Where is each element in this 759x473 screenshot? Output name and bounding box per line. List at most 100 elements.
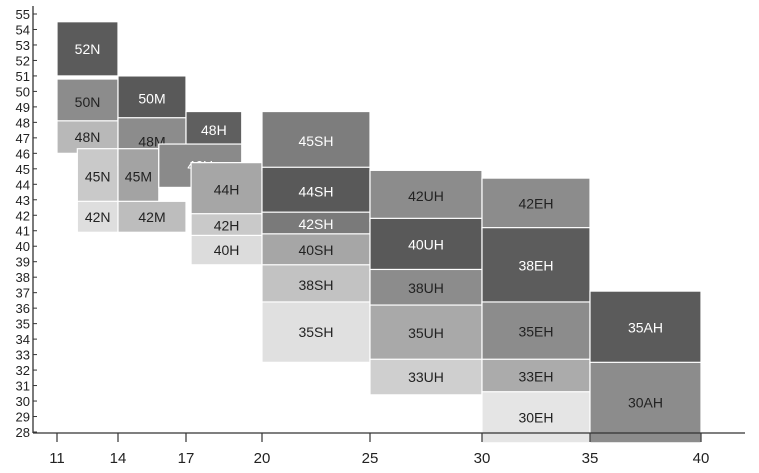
grade-cell-rect [261, 166, 371, 216]
grade-cell-rect [369, 304, 483, 362]
grade-cell-rect [261, 110, 371, 171]
grade-cell-label: 33EH [518, 368, 553, 384]
grade-cell-42h: 42H [190, 213, 263, 238]
grade-cell-rect [261, 233, 371, 267]
grade-cell-48n: 48N [56, 120, 119, 154]
grade-cell-label: 42H [214, 217, 240, 233]
y-tick-label: 35 [16, 317, 30, 332]
y-tick-label: 52 [16, 53, 30, 68]
grade-cell-52n: 52N [56, 21, 119, 77]
y-tick-label: 34 [16, 332, 30, 347]
grade-cell-label: 50N [75, 94, 101, 110]
y-tick-label: 39 [16, 255, 30, 270]
grade-cell-rect [117, 75, 187, 122]
grade-cell-label: 42UH [408, 188, 444, 204]
grade-cell-label: 42M [138, 209, 165, 225]
y-tick-label: 48 [16, 115, 30, 130]
grade-cell-rect [369, 358, 483, 396]
grade-cell-42sh: 42SH [261, 211, 371, 236]
axes: 2829303132333435363738394041424344454647… [16, 6, 745, 467]
grade-cell-rect [261, 264, 371, 306]
grade-cell-label: 38SH [298, 277, 333, 293]
y-tick-label: 46 [16, 146, 30, 161]
grade-cell-50n: 50N [56, 78, 119, 127]
grade-cell-rect [589, 290, 702, 365]
grade-cell-35ah: 35AH [589, 290, 702, 365]
grade-cell-rect [369, 268, 483, 308]
y-tick-label: 32 [16, 363, 30, 378]
y-tick-label: 38 [16, 270, 30, 285]
grade-cell-50m: 50M [117, 75, 187, 122]
y-tick-label: 36 [16, 301, 30, 316]
grade-cell-45m: 45M [117, 148, 160, 206]
grade-cell-42m: 42M [117, 200, 187, 233]
x-tick-label: 30 [474, 450, 491, 467]
y-tick-label: 33 [16, 348, 30, 363]
grade-cell-45n: 45N [76, 148, 119, 206]
grade-cell-40h: 40H [190, 234, 263, 266]
grade-cell-38uh: 38UH [369, 268, 483, 308]
grade-cell-label: 50M [138, 90, 165, 106]
y-tick-label: 53 [16, 38, 30, 53]
grade-cell-label: 48H [201, 122, 227, 138]
grade-cell-rect [117, 200, 187, 233]
grade-cells: 52N50N48N45N42N50M48M45M42M48H46H44H42H4… [56, 21, 702, 444]
grade-cell-44h: 44H [190, 162, 263, 218]
grade-cell-38sh: 38SH [261, 264, 371, 306]
grade-cell-38eh: 38EH [481, 227, 591, 305]
grade-cell-label: 35AH [628, 320, 663, 336]
grade-cell-rect [76, 200, 119, 233]
y-tick-label: 55 [16, 7, 30, 22]
grade-cell-label: 40UH [408, 237, 444, 253]
y-tick-label: 49 [16, 100, 30, 115]
grade-cell-label: 45N [85, 169, 111, 185]
grade-cell-33uh: 33UH [369, 358, 483, 396]
grade-cell-label: 35EH [518, 323, 553, 339]
grade-cell-label: 52N [75, 41, 101, 57]
y-tick-label: 31 [16, 379, 30, 394]
grade-cell-rect [261, 301, 371, 363]
grade-cell-42n: 42N [76, 200, 119, 233]
grade-cell-rect [190, 234, 263, 266]
y-tick-label: 41 [16, 224, 30, 239]
grade-cell-label: 40H [214, 242, 240, 258]
grade-cell-rect [56, 78, 119, 127]
grade-cell-rect [481, 177, 591, 230]
grade-cell-35eh: 35EH [481, 301, 591, 362]
grade-cell-label: 35SH [298, 324, 333, 340]
grade-cell-label: 40SH [298, 242, 333, 258]
grade-cell-label: 44SH [298, 183, 333, 199]
y-tick-label: 37 [16, 286, 30, 301]
y-tick-label: 44 [16, 177, 30, 192]
grade-cell-label: 42N [85, 209, 111, 225]
x-tick-label: 14 [110, 450, 127, 467]
grade-cell-label: 48N [75, 129, 101, 145]
y-tick-label: 43 [16, 193, 30, 208]
grade-cell-rect [369, 169, 483, 223]
grade-cell-label: 44H [214, 182, 240, 198]
grade-cell-label: 30AH [628, 395, 663, 411]
y-tick-label: 54 [16, 22, 30, 37]
y-tick-label: 29 [16, 410, 30, 425]
x-axis-ticks: 11 14 17 20 25 30 35 40 [49, 433, 709, 467]
y-axis-ticks: 2829303132333435363738394041424344454647… [16, 7, 37, 440]
grade-cell-label: 42EH [518, 196, 553, 212]
grade-cell-44sh: 44SH [261, 166, 371, 216]
y-tick-label: 47 [16, 131, 30, 146]
x-tick-label: 40 [693, 450, 710, 467]
y-tick-label: 42 [16, 208, 30, 223]
x-tick-label: 25 [362, 450, 379, 467]
grade-cell-40uh: 40UH [369, 217, 483, 272]
grade-cell-label: 45M [125, 169, 152, 185]
y-tick-label: 50 [16, 84, 30, 99]
y-tick-label: 45 [16, 162, 30, 177]
grade-cell-48h: 48H [185, 110, 243, 150]
grade-cell-label: 45SH [298, 133, 333, 149]
grade-cell-label: 35UH [408, 325, 444, 341]
grade-cell-label: 42SH [298, 216, 333, 232]
grade-cell-label: 30EH [518, 409, 553, 425]
grade-cell-40sh: 40SH [261, 233, 371, 267]
x-tick-label: 17 [178, 450, 195, 467]
grade-cell-rect [589, 361, 702, 444]
